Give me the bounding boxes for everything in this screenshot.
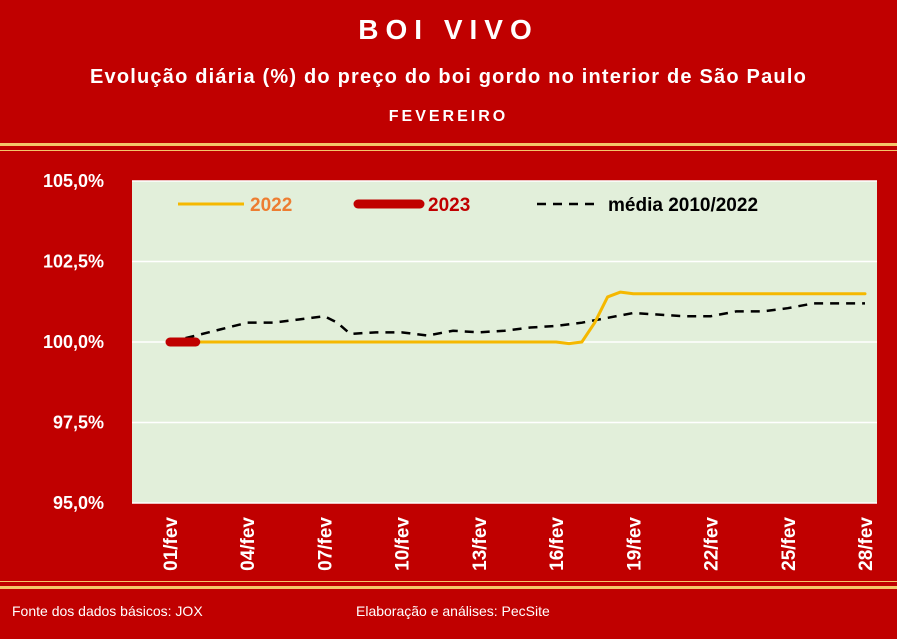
credits-note: Elaboração e análises: PecSite	[356, 603, 550, 619]
series-lines	[165, 290, 867, 347]
page-title: BOI VIVO	[358, 14, 539, 45]
x-axis-tick-labels: 01/fev 04/fev 07/fev 10/fev 13/fev 16/fev 19/f…	[161, 517, 877, 571]
page-subtitle: Evolução diária (%) do preço do boi gord…	[89, 66, 808, 88]
x-tick-label: 13/fev	[470, 517, 491, 571]
x-tick-label: 25/fev	[779, 517, 800, 571]
series-media-line	[169, 302, 865, 344]
chart-header: BOI VIVO Evolução diária (%) do preço do…	[0, 0, 897, 143]
y-tick-label: 100,0%	[43, 332, 104, 352]
bottom-divider-thin	[0, 581, 897, 582]
legend: 2022 2023 média 2010/2022	[178, 195, 758, 216]
legend-label-2023: 2023	[428, 195, 470, 216]
y-axis-tick-labels: 105,0% 102,5% 100,0% 97,5% 95,0%	[43, 171, 104, 513]
y-tick-label: 105,0%	[43, 171, 104, 191]
month-label: FEVEREIRO	[388, 108, 509, 125]
x-tick-label: 07/fev	[315, 517, 336, 571]
x-tick-label: 01/fev	[161, 517, 182, 571]
x-tick-label: 19/fev	[624, 517, 645, 571]
source-note: Fonte dos dados básicos: JOX	[12, 603, 203, 619]
x-tick-label: 04/fev	[238, 517, 259, 571]
top-divider	[0, 143, 897, 146]
legend-label-2022: 2022	[250, 195, 292, 216]
line-chart: 105,0% 102,5% 100,0% 97,5% 95,0% 01/fev 04/fe…	[43, 171, 877, 571]
bottom-divider	[0, 586, 897, 589]
x-tick-label: 10/fev	[393, 517, 414, 571]
x-tick-label: 16/fev	[547, 517, 568, 571]
y-tick-label: 95,0%	[53, 493, 104, 513]
x-tick-label: 22/fev	[702, 517, 723, 571]
top-divider-thin	[0, 150, 897, 151]
y-tick-label: 97,5%	[53, 413, 104, 433]
legend-label-media: média 2010/2022	[608, 195, 758, 216]
y-tick-label: 102,5%	[43, 252, 104, 272]
x-tick-label: 28/fev	[856, 517, 877, 571]
series-2022-line	[168, 290, 867, 346]
